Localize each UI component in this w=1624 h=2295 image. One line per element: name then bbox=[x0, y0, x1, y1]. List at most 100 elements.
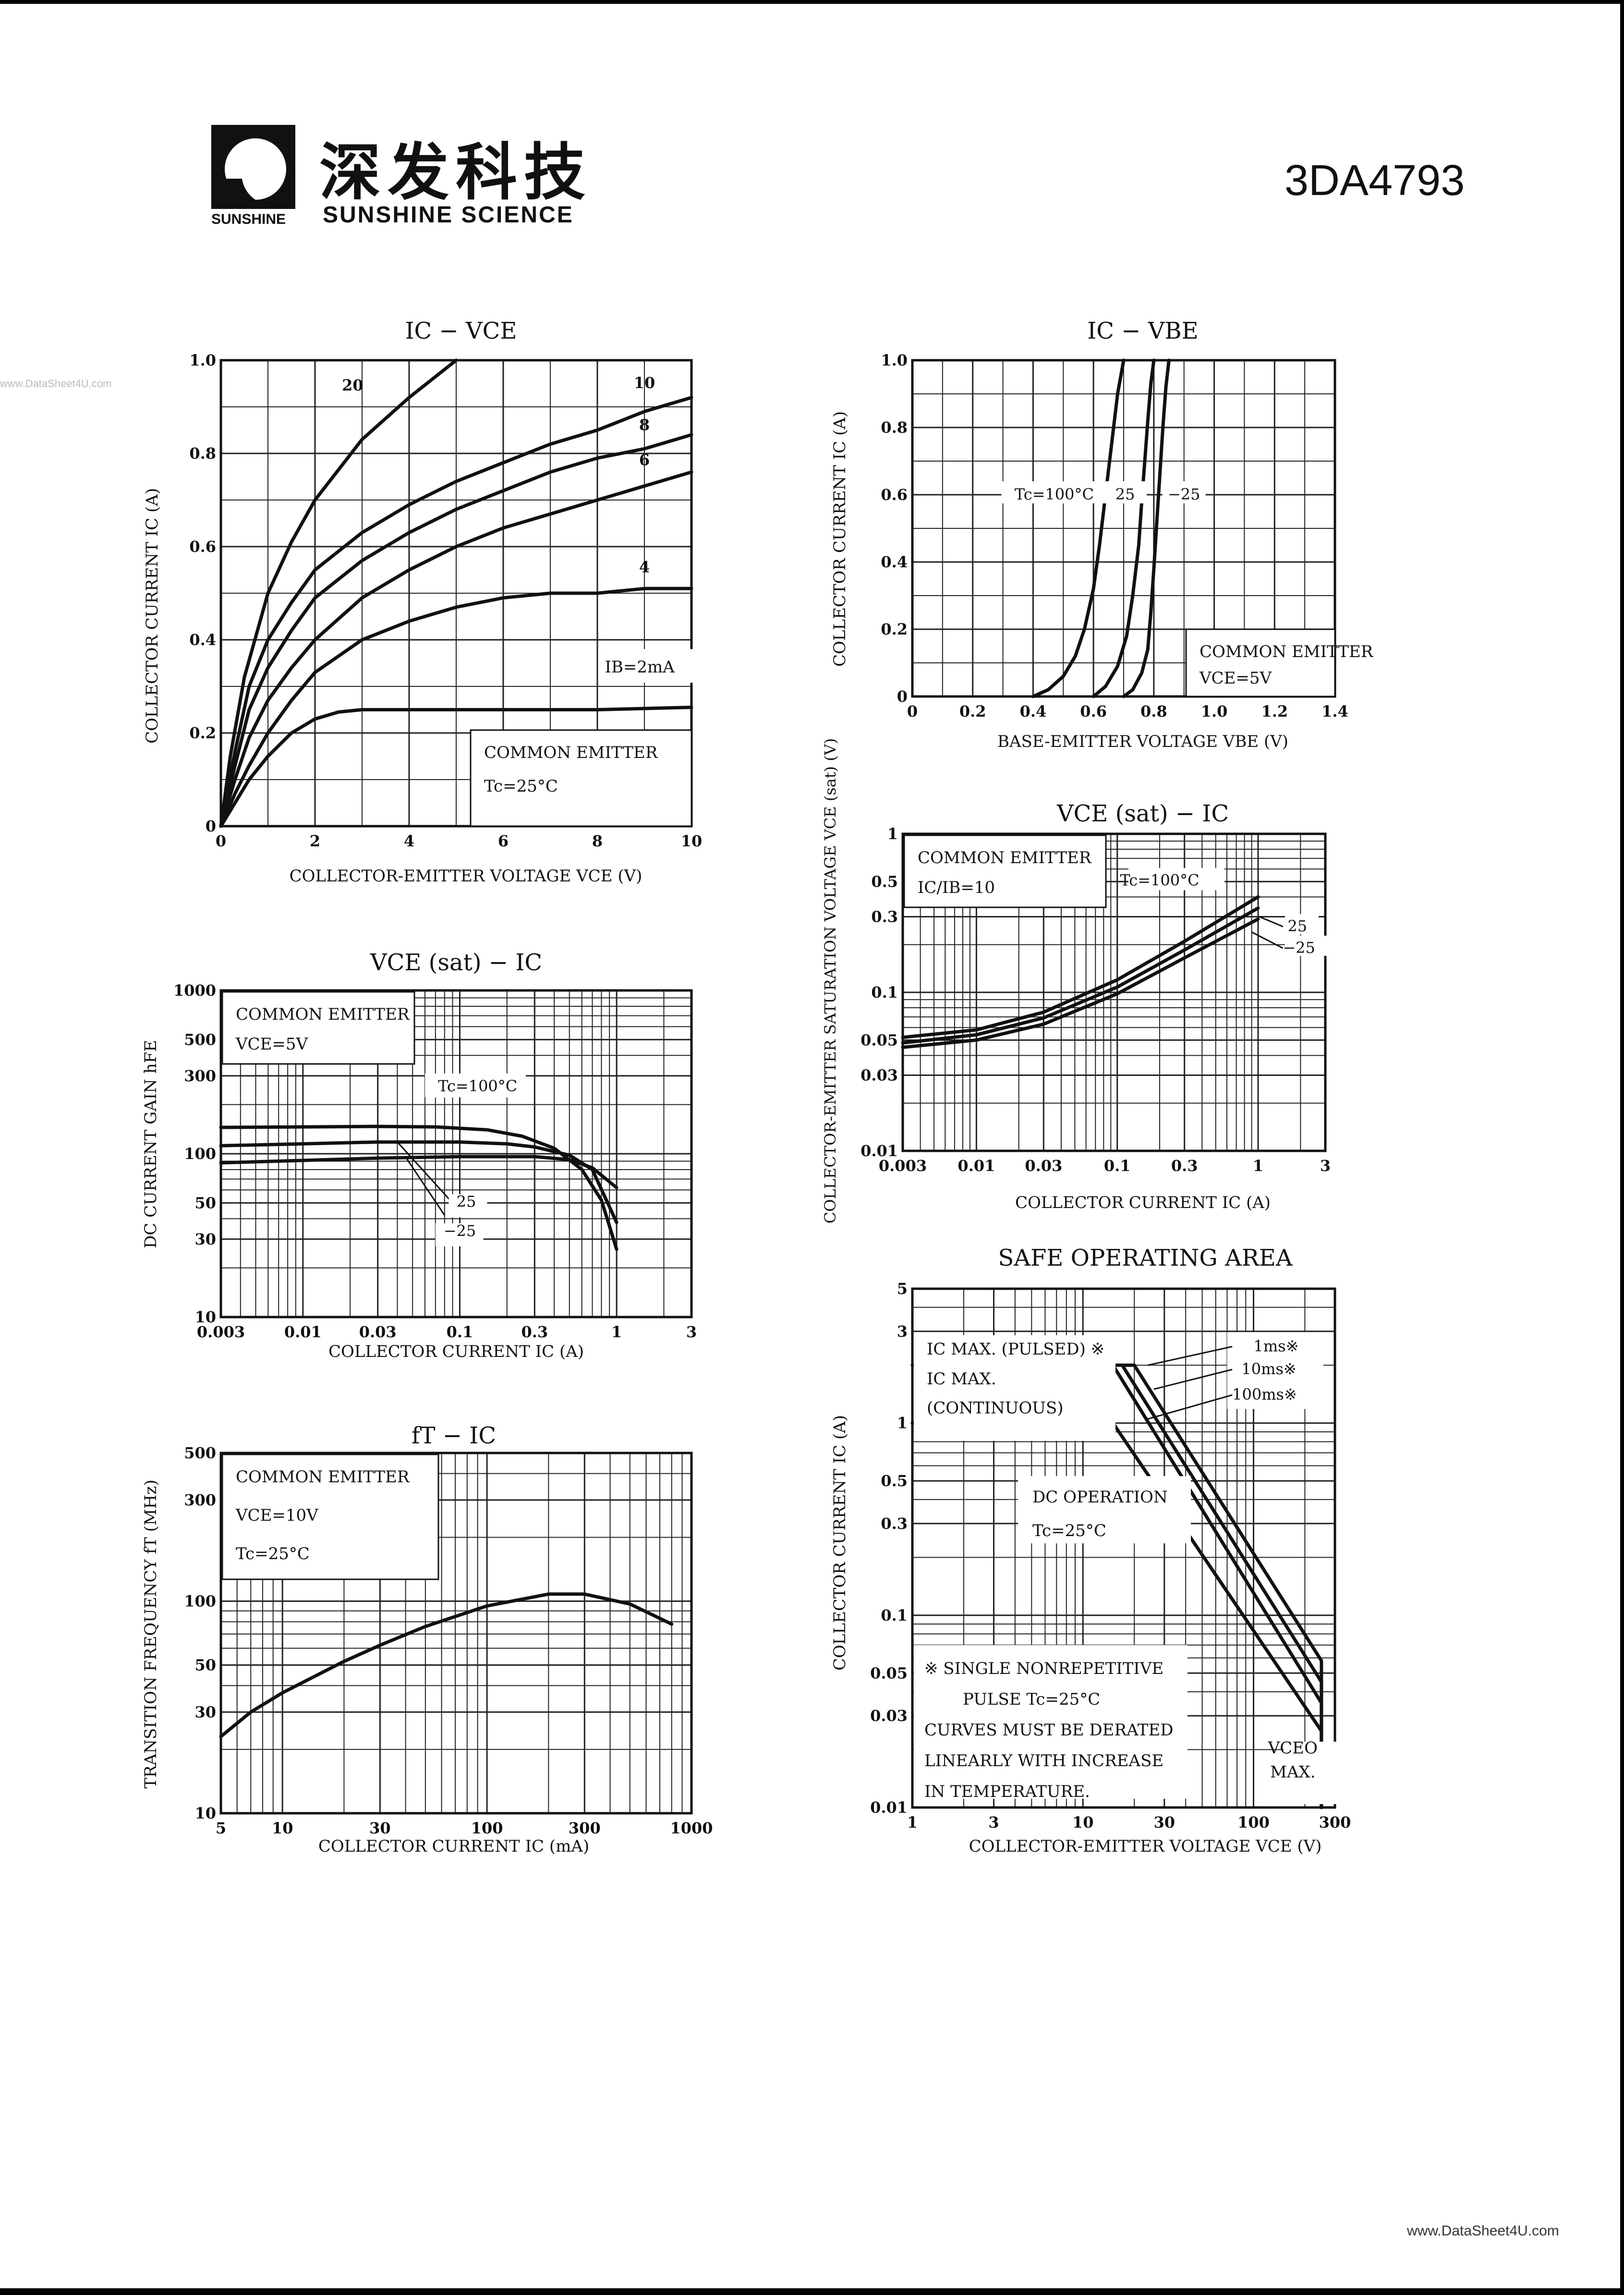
y-tick-label: 0.2 bbox=[881, 620, 908, 638]
label-note-line: IN TEMPERATURE. bbox=[924, 1782, 1090, 1801]
annotation-backdrop bbox=[435, 1223, 484, 1246]
label-ic-pulsed: IC MAX. (PULSED) ※ bbox=[927, 1340, 1104, 1359]
annotation-backdrop bbox=[606, 649, 703, 683]
series-line-tc-100-c bbox=[901, 895, 1260, 1039]
chart-hfe-ic-ylabel: DC CURRENT GAIN hFE bbox=[141, 1040, 160, 1248]
label-vceo: VCEO bbox=[1268, 1739, 1318, 1758]
y-tick-label: 0.1 bbox=[881, 1606, 908, 1624]
x-tick-label: 3 bbox=[1320, 1157, 1331, 1175]
logo-chinese-name: 深发科技 bbox=[319, 137, 593, 208]
logo-sub-label: SUNSHINE bbox=[211, 211, 286, 227]
legend-text: COMMON EMITTER bbox=[484, 743, 658, 762]
legend-text: VCE=5V bbox=[1199, 669, 1273, 688]
x-tick-label: 10 bbox=[1072, 1813, 1094, 1831]
series-label-ib: 20 bbox=[342, 376, 364, 394]
sunshine-logo-icon bbox=[211, 125, 295, 209]
series-label-tc: Tc=100°C bbox=[438, 1077, 517, 1095]
legend-text: VCE=10V bbox=[235, 1506, 319, 1525]
x-tick-label: 0.4 bbox=[1020, 702, 1047, 720]
annotation-backdrop bbox=[1103, 481, 1147, 503]
leader-line bbox=[1147, 1345, 1233, 1366]
y-tick-label: 0.6 bbox=[881, 486, 908, 504]
chart-vcesat-ic-plot: 0.003 0.01 0.03 0.1 0.3 1 30.010.030.050.10.30… bbox=[860, 825, 1331, 1175]
series-line-20 bbox=[219, 358, 458, 828]
legend-text: VCE=5V bbox=[235, 1035, 309, 1054]
series-line--25 bbox=[901, 917, 1260, 1049]
x-tick-label: 0 bbox=[216, 832, 226, 850]
legend-text: Tc=25°C bbox=[484, 777, 558, 796]
y-tick-label: 0.01 bbox=[870, 1798, 908, 1817]
y-tick-label: 300 bbox=[184, 1067, 216, 1085]
y-tick-label: 0.03 bbox=[870, 1707, 908, 1725]
series-label-tc: −25 bbox=[1168, 485, 1200, 503]
series-line-25 bbox=[1091, 358, 1156, 698]
label-ic-continuous-2: (CONTINUOUS) bbox=[927, 1399, 1064, 1418]
y-tick-label: 0.2 bbox=[189, 724, 216, 742]
x-tick-label: 4 bbox=[404, 832, 414, 850]
x-tick-label: 0.01 bbox=[284, 1323, 322, 1341]
x-tick-label: 1.4 bbox=[1321, 702, 1348, 720]
chart-hfe-ic: VCE (sat) − IC COLLECTOR CURRENT IC (A) … bbox=[141, 949, 697, 1361]
series-label-m25: −25 bbox=[444, 1222, 476, 1240]
leader-line bbox=[1251, 931, 1284, 949]
y-tick-label: 30 bbox=[194, 1230, 216, 1248]
x-tick-label: 1.0 bbox=[1201, 702, 1228, 720]
y-tick-label: 1000 bbox=[173, 981, 216, 1000]
chart-ic-vbe-xlabel: BASE-EMITTER VOLTAGE VBE (V) bbox=[997, 732, 1288, 751]
x-tick-label: 300 bbox=[569, 1819, 601, 1837]
y-tick-label: 1 bbox=[897, 1414, 908, 1432]
x-tick-label: 1 bbox=[1253, 1157, 1263, 1175]
x-tick-label: 0.1 bbox=[447, 1323, 473, 1341]
x-tick-label: 0.03 bbox=[359, 1323, 397, 1341]
legend-text: COMMON EMITTER bbox=[236, 1005, 410, 1024]
series-line-tc-100-c bbox=[219, 1124, 618, 1251]
series-line--25 bbox=[1122, 358, 1171, 698]
legend-box bbox=[221, 1453, 439, 1580]
chart-ic-vbe-ylabel: COLLECTOR CURRENT IC (A) bbox=[830, 411, 849, 667]
frame-bottom-edge bbox=[0, 2288, 1624, 2295]
series-label-tc: 25 bbox=[1115, 485, 1135, 503]
y-tick-label: 0.8 bbox=[189, 444, 216, 463]
legend-text: COMMON EMITTER bbox=[918, 848, 1092, 867]
label-dc-operation: DC OPERATION bbox=[1032, 1488, 1168, 1507]
series-label-tc: Tc=100°C bbox=[1120, 871, 1199, 889]
y-tick-label: 10 bbox=[194, 1804, 216, 1822]
leader-line bbox=[404, 1156, 446, 1216]
x-tick-label: 10 bbox=[681, 832, 703, 850]
label-note-line: CURVES MUST BE DERATED bbox=[924, 1721, 1174, 1740]
series-label-ib: 4 bbox=[639, 558, 650, 576]
chart-ft-ic: fT − IC COLLECTOR CURRENT IC (mA) TRANSI… bbox=[141, 1422, 713, 1856]
y-tick-label: 50 bbox=[194, 1656, 216, 1674]
series-label-m25: −25 bbox=[1283, 939, 1315, 957]
y-tick-label: 0.1 bbox=[871, 983, 898, 1001]
annotation-backdrop bbox=[914, 1335, 1115, 1441]
y-tick-label: 0.05 bbox=[860, 1031, 898, 1049]
leader-line bbox=[1147, 1394, 1233, 1420]
annotation-backdrop bbox=[1018, 1476, 1191, 1544]
plot-frame bbox=[219, 1452, 693, 1815]
x-tick-label: 6 bbox=[498, 832, 509, 850]
leader-line bbox=[397, 1141, 453, 1204]
y-tick-label: 0.05 bbox=[870, 1664, 908, 1682]
y-tick-label: 50 bbox=[194, 1194, 216, 1212]
chart-ft-ic-title: fT − IC bbox=[412, 1422, 496, 1449]
annotation-backdrop bbox=[1284, 1741, 1351, 1804]
y-tick-label: 300 bbox=[184, 1491, 216, 1509]
y-tick-label: 0.3 bbox=[881, 1514, 908, 1533]
x-tick-label: 3 bbox=[686, 1323, 697, 1341]
chart-ic-vce: IC − VCE COLLECTOR-EMITTER VOLTAGE VCE (… bbox=[143, 317, 703, 886]
chart-vcesat-ic-xlabel: COLLECTOR CURRENT IC (A) bbox=[1015, 1193, 1271, 1212]
annotation-backdrop bbox=[1128, 868, 1224, 891]
leader-line bbox=[1153, 1368, 1233, 1390]
label-dc-tc: Tc=25°C bbox=[1032, 1521, 1106, 1540]
chart-soa: SAFE OPERATING AREA COLLECTOR-EMITTER VO… bbox=[830, 1245, 1351, 1856]
label-note-line: LINEARLY WITH INCREASE bbox=[924, 1751, 1163, 1770]
x-tick-label: 3 bbox=[988, 1813, 999, 1831]
label-note-line: PULSE Tc=25°C bbox=[963, 1690, 1100, 1709]
y-tick-label: 0 bbox=[206, 817, 216, 835]
x-tick-label: 2 bbox=[310, 832, 320, 850]
x-tick-label: 0.003 bbox=[197, 1323, 245, 1341]
x-tick-label: 0.2 bbox=[959, 702, 986, 720]
series-line-6 bbox=[219, 470, 693, 828]
